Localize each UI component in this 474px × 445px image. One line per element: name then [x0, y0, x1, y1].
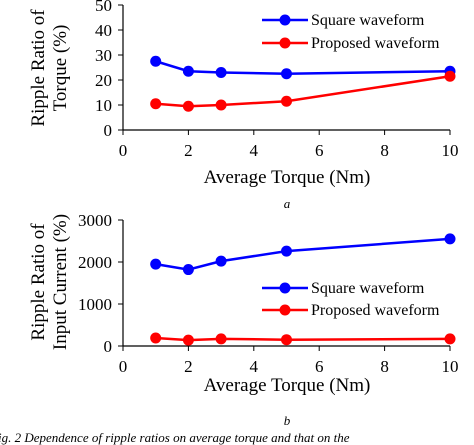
chart-a-ytick-label: 50 — [95, 0, 112, 15]
chart-a-xtick-label: 0 — [119, 141, 128, 160]
chart-a-ytick-label: 20 — [95, 71, 112, 90]
chart-a-point-proposed-waveform — [150, 98, 162, 110]
chart-b-ytick-label: 0 — [104, 337, 113, 356]
chart-a: Ripple Ratio of Torque (%) 0 10 20 30 40 50 0 2… — [28, 0, 459, 211]
chart-b: Ripple Ratio of Input Current (%) 0 1000 2… — [28, 211, 459, 428]
chart-a-xtick-label: 4 — [250, 141, 259, 160]
chart-b-point-proposed-waveform — [281, 334, 292, 346]
chart-a-marks — [150, 55, 456, 112]
chart-b-xtick-label: 0 — [119, 357, 128, 376]
chart-b-legend-label-proposed-waveform: Proposed waveform — [311, 302, 440, 319]
chart-a-ytick-label: 40 — [95, 21, 112, 40]
chart-b-xlabel: Average Torque (Nm) — [204, 375, 371, 396]
chart-a-point-square-waveform — [150, 55, 162, 67]
chart-a-axes: 0 10 20 30 40 50 0 2 4 6 8 10 — [95, 0, 459, 160]
chart-b-legend-marker-square-waveform — [279, 282, 291, 294]
chart-b-xtick-label: 8 — [380, 357, 389, 376]
chart-b-point-proposed-waveform — [444, 333, 456, 345]
chart-b-ylabel-line1: Ripple Ratio of — [28, 223, 49, 341]
chart-a-xtick-label: 2 — [184, 141, 193, 160]
chart-b-ylabel-line2: Input Current (%) — [50, 214, 71, 350]
chart-b-ytick-label: 3000 — [78, 211, 112, 230]
chart-a-xlabel: Average Torque (Nm) — [204, 167, 371, 188]
chart-a-point-square-waveform — [281, 68, 292, 80]
chart-a-point-proposed-waveform — [281, 95, 292, 107]
chart-a-xtick-label: 10 — [442, 141, 459, 160]
chart-b-xtick-label: 4 — [250, 357, 259, 376]
chart-b-ytick-label: 2000 — [78, 253, 112, 272]
chart-a-legend-label-square-waveform: Square waveform — [311, 12, 425, 29]
chart-a-subplot-label: a — [284, 196, 291, 211]
chart-a-ytick-label: 0 — [104, 121, 113, 140]
chart-b-axes: 0 1000 2000 3000 0 2 4 6 8 10 — [78, 211, 459, 376]
chart-a-legend-marker-proposed-waveform — [279, 37, 291, 49]
chart-a-ylabel-line1: Ripple Ratio of — [28, 9, 49, 127]
chart-b-series-line-square-waveform — [155, 237, 451, 271]
chart-b-point-proposed-waveform — [182, 334, 194, 346]
chart-b-point-square-waveform — [182, 264, 194, 276]
chart-a-point-proposed-waveform — [215, 99, 227, 111]
chart-a-xtick-label: 8 — [380, 141, 389, 160]
chart-b-point-square-waveform — [215, 255, 227, 267]
chart-b-xtick-label: 2 — [184, 357, 193, 376]
chart-b-point-proposed-waveform — [215, 333, 227, 345]
chart-b-series-line-proposed-waveform — [155, 336, 451, 342]
chart-a-point-square-waveform — [215, 67, 227, 78]
chart-a-y-label: Ripple Ratio of Torque (%) — [28, 9, 71, 127]
chart-b-point-square-waveform — [150, 258, 162, 270]
chart-b-subplot-label: b — [284, 413, 291, 428]
chart-a-ytick-label: 30 — [95, 46, 112, 65]
chart-a-series-line-square-waveform — [155, 60, 451, 76]
chart-b-legend: Square waveform Proposed waveform — [262, 280, 440, 319]
chart-a-legend-marker-square-waveform — [279, 14, 291, 26]
chart-a-ylabel-line2: Torque (%) — [50, 25, 71, 112]
chart-a-point-proposed-waveform — [182, 100, 194, 112]
chart-a-ytick-label: 10 — [95, 96, 112, 115]
chart-b-y-label: Ripple Ratio of Input Current (%) — [28, 214, 71, 350]
chart-a-legend-label-proposed-waveform: Proposed waveform — [311, 35, 440, 52]
chart-b-ytick-label: 1000 — [78, 295, 112, 314]
chart-a-series-line-proposed-waveform — [155, 75, 451, 108]
chart-b-point-square-waveform — [444, 233, 456, 245]
chart-b-xtick-label: 6 — [315, 357, 324, 376]
figure-caption-fragment: ig. 2 Dependence of ripple ratios on ave… — [0, 430, 350, 445]
chart-b-marks — [150, 233, 456, 346]
chart-b-point-square-waveform — [281, 245, 292, 257]
chart-a-legend: Square waveform Proposed waveform — [262, 12, 440, 52]
chart-a-xtick-label: 6 — [315, 141, 324, 160]
chart-b-legend-marker-proposed-waveform — [279, 304, 291, 316]
chart-a-point-proposed-waveform — [444, 70, 456, 82]
chart-a-point-square-waveform — [182, 65, 194, 77]
chart-b-xtick-label: 10 — [442, 357, 459, 376]
chart-b-point-proposed-waveform — [150, 332, 162, 344]
chart-b-legend-label-square-waveform: Square waveform — [311, 280, 425, 297]
